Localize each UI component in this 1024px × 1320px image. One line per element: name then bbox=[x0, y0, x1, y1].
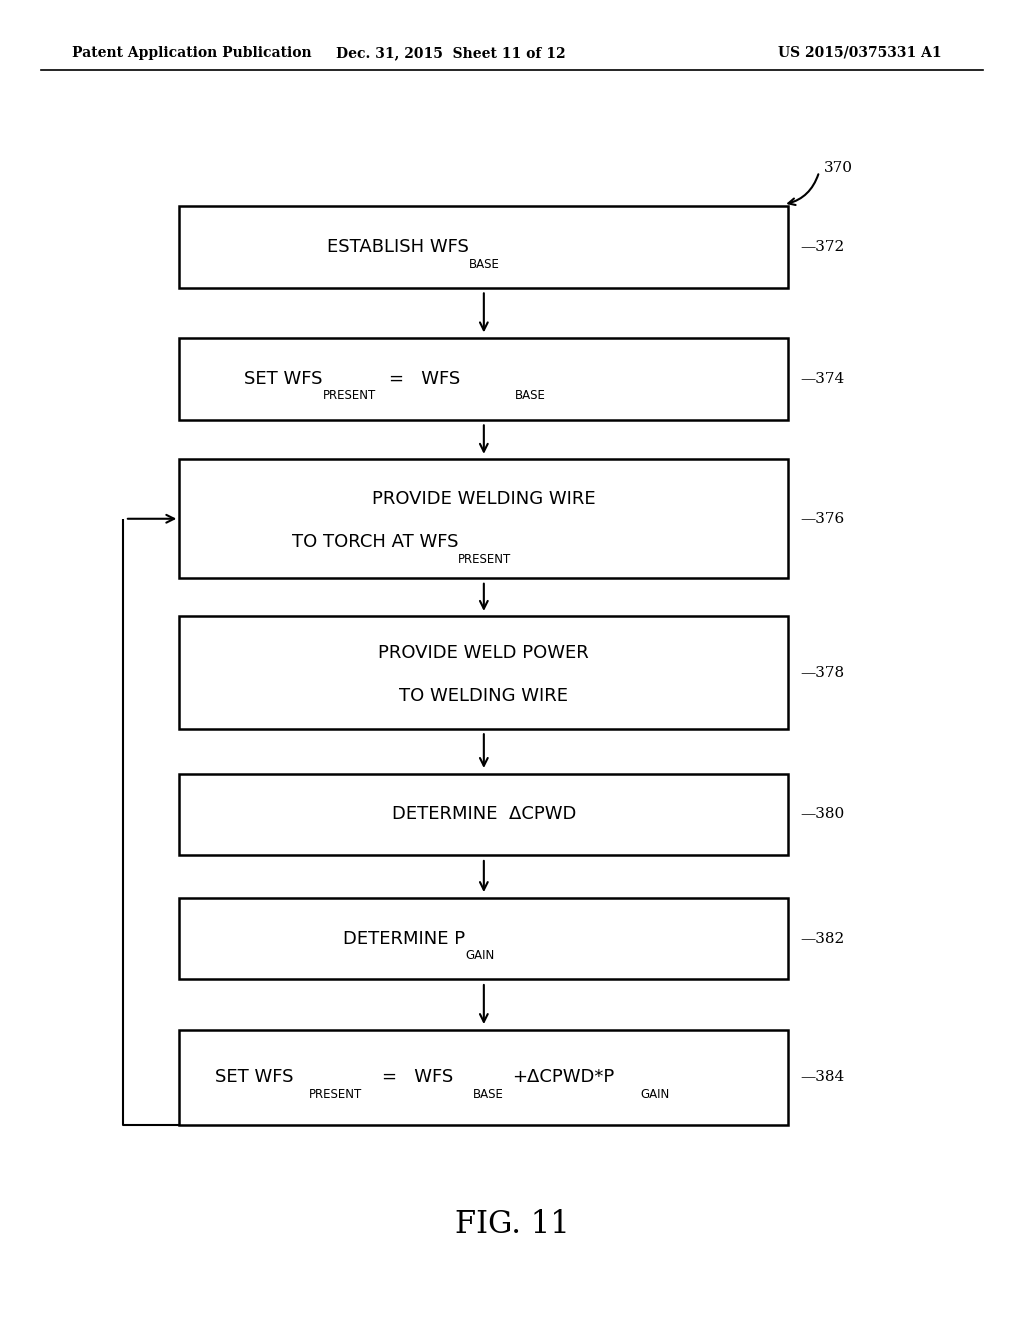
Text: PROVIDE WELDING WIRE: PROVIDE WELDING WIRE bbox=[372, 490, 596, 508]
Text: PRESENT: PRESENT bbox=[323, 389, 376, 403]
Text: FIG. 11: FIG. 11 bbox=[455, 1209, 569, 1241]
Bar bbox=[179, 338, 788, 420]
Text: —380: —380 bbox=[801, 808, 845, 821]
Text: +ΔCPWD*P: +ΔCPWD*P bbox=[512, 1068, 614, 1086]
Text: PRESENT: PRESENT bbox=[458, 553, 512, 565]
Text: —376: —376 bbox=[801, 512, 845, 525]
Text: —378: —378 bbox=[801, 665, 845, 680]
Text: Dec. 31, 2015  Sheet 11 of 12: Dec. 31, 2015 Sheet 11 of 12 bbox=[336, 46, 565, 59]
Text: PROVIDE WELD POWER: PROVIDE WELD POWER bbox=[379, 644, 589, 661]
Text: BASE: BASE bbox=[468, 257, 500, 271]
Text: GAIN: GAIN bbox=[640, 1088, 670, 1101]
Text: BASE: BASE bbox=[473, 1088, 504, 1101]
Text: TO TORCH AT WFS: TO TORCH AT WFS bbox=[292, 533, 458, 550]
Bar bbox=[179, 459, 788, 578]
Text: BASE: BASE bbox=[515, 389, 546, 403]
Text: SET WFS: SET WFS bbox=[244, 370, 323, 388]
Text: Patent Application Publication: Patent Application Publication bbox=[72, 46, 311, 59]
Bar bbox=[179, 1030, 788, 1125]
Text: SET WFS: SET WFS bbox=[215, 1068, 294, 1086]
Bar bbox=[179, 206, 788, 288]
Text: US 2015/0375331 A1: US 2015/0375331 A1 bbox=[778, 46, 942, 59]
Text: ESTABLISH WFS: ESTABLISH WFS bbox=[327, 238, 468, 256]
Text: —374: —374 bbox=[801, 372, 845, 385]
Bar bbox=[179, 616, 788, 729]
Text: —384: —384 bbox=[801, 1071, 845, 1084]
Bar bbox=[179, 774, 788, 855]
Text: =   WFS: = WFS bbox=[382, 1068, 454, 1086]
Text: DETERMINE P: DETERMINE P bbox=[343, 929, 465, 948]
Text: DETERMINE  ΔCPWD: DETERMINE ΔCPWD bbox=[391, 805, 577, 824]
Text: —382: —382 bbox=[801, 932, 845, 945]
Text: =   WFS: = WFS bbox=[389, 370, 461, 388]
Text: TO WELDING WIRE: TO WELDING WIRE bbox=[399, 686, 568, 705]
Text: GAIN: GAIN bbox=[465, 949, 495, 962]
Text: —372: —372 bbox=[801, 240, 845, 253]
Text: 370: 370 bbox=[824, 161, 853, 174]
Text: PRESENT: PRESENT bbox=[309, 1088, 362, 1101]
Bar bbox=[179, 898, 788, 979]
